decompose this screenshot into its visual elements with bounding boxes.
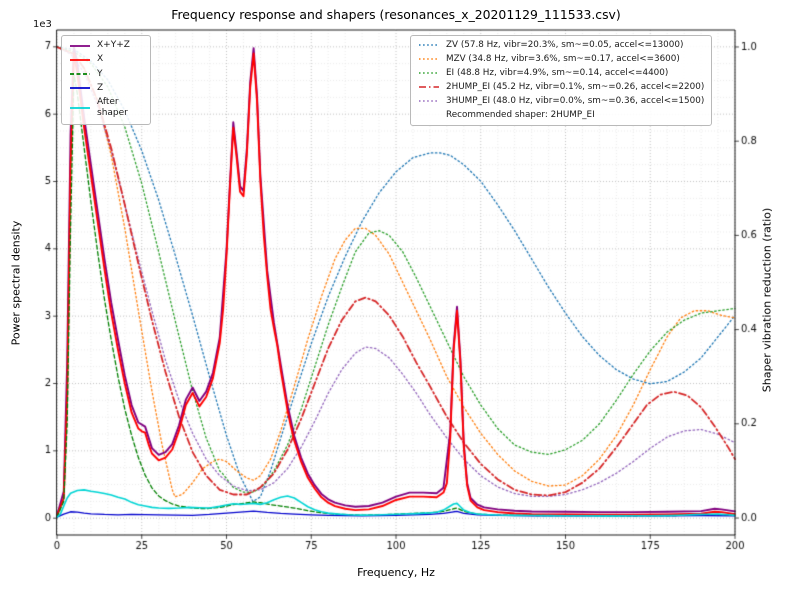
legend-label-ei: EI (48.8 Hz, vibr=4.9%, sm~=0.14, accel<…	[446, 67, 669, 78]
legend-label-xyz: X+Y+Z	[97, 40, 130, 50]
left-axis-label: Power spectral density	[9, 220, 23, 346]
legend-item-2hump-ei: 2HUMP_EI (45.2 Hz, vibr=0.1%, sm~=0.26, …	[418, 82, 704, 93]
left-axis-offset-label: 1e3	[33, 19, 52, 30]
legend-item-mzv: MZV (34.8 Hz, vibr=3.6%, sm~=0.17, accel…	[418, 54, 704, 65]
legend-label-y: Y	[97, 68, 103, 79]
legend-label-z: Z	[97, 82, 104, 93]
legend-label-x: X	[97, 54, 104, 65]
legend-item-ei: EI (48.8 Hz, vibr=4.9%, sm~=0.14, accel<…	[418, 68, 704, 79]
after-shaper-swatch-icon	[70, 107, 90, 110]
2hump-ei-swatch-icon	[419, 86, 439, 89]
z-series-swatch-icon	[70, 87, 90, 90]
legend-item-xyz: X+Y+Z	[69, 40, 143, 51]
3hump-ei-swatch-icon	[419, 100, 439, 103]
legend-item-z: Z	[69, 83, 143, 94]
shaper-legend: ZV (57.8 Hz, vibr=20.3%, sm~=0.05, accel…	[410, 35, 713, 126]
legend-label-3hump-ei: 3HUMP_EI (48.0 Hz, vibr=0.0%, sm~=0.36, …	[446, 95, 705, 106]
legend-label-after-shaper: After shaper	[97, 97, 128, 119]
legend-item-after-shaper: After shaper	[69, 97, 143, 120]
legend-item-y: Y	[69, 69, 143, 80]
xyz-series-swatch-icon	[70, 44, 90, 47]
legend-item-3hump-ei: 3HUMP_EI (48.0 Hz, vibr=0.0%, sm~=0.36, …	[418, 96, 704, 107]
chart-title: Frequency response and shapers (resonanc…	[171, 7, 621, 22]
legend-item-recommendation: Recommended shaper: 2HUMP_EI	[418, 110, 704, 121]
x-series-swatch-icon	[70, 58, 90, 61]
psd-legend: X+Y+Z X Y Z After shaper	[61, 35, 151, 125]
zv-swatch-icon	[419, 44, 439, 47]
legend-label-2hump-ei: 2HUMP_EI (45.2 Hz, vibr=0.1%, sm~=0.26, …	[446, 81, 705, 92]
y-series-swatch-icon	[70, 73, 90, 76]
legend-item-zv: ZV (57.8 Hz, vibr=20.3%, sm~=0.05, accel…	[418, 40, 704, 51]
ei-swatch-icon	[419, 72, 439, 75]
legend-label-mzv: MZV (34.8 Hz, vibr=3.6%, sm~=0.17, accel…	[446, 53, 680, 64]
mzv-swatch-icon	[419, 58, 439, 61]
legend-item-x: X	[69, 54, 143, 65]
legend-label-zv: ZV (57.8 Hz, vibr=20.3%, sm~=0.05, accel…	[446, 40, 684, 50]
x-axis-label: Frequency, Hz	[357, 566, 435, 579]
right-axis-label: Shaper vibration reduction (ratio)	[760, 207, 774, 393]
recommended-shaper-note: Recommended shaper: 2HUMP_EI	[446, 109, 595, 120]
